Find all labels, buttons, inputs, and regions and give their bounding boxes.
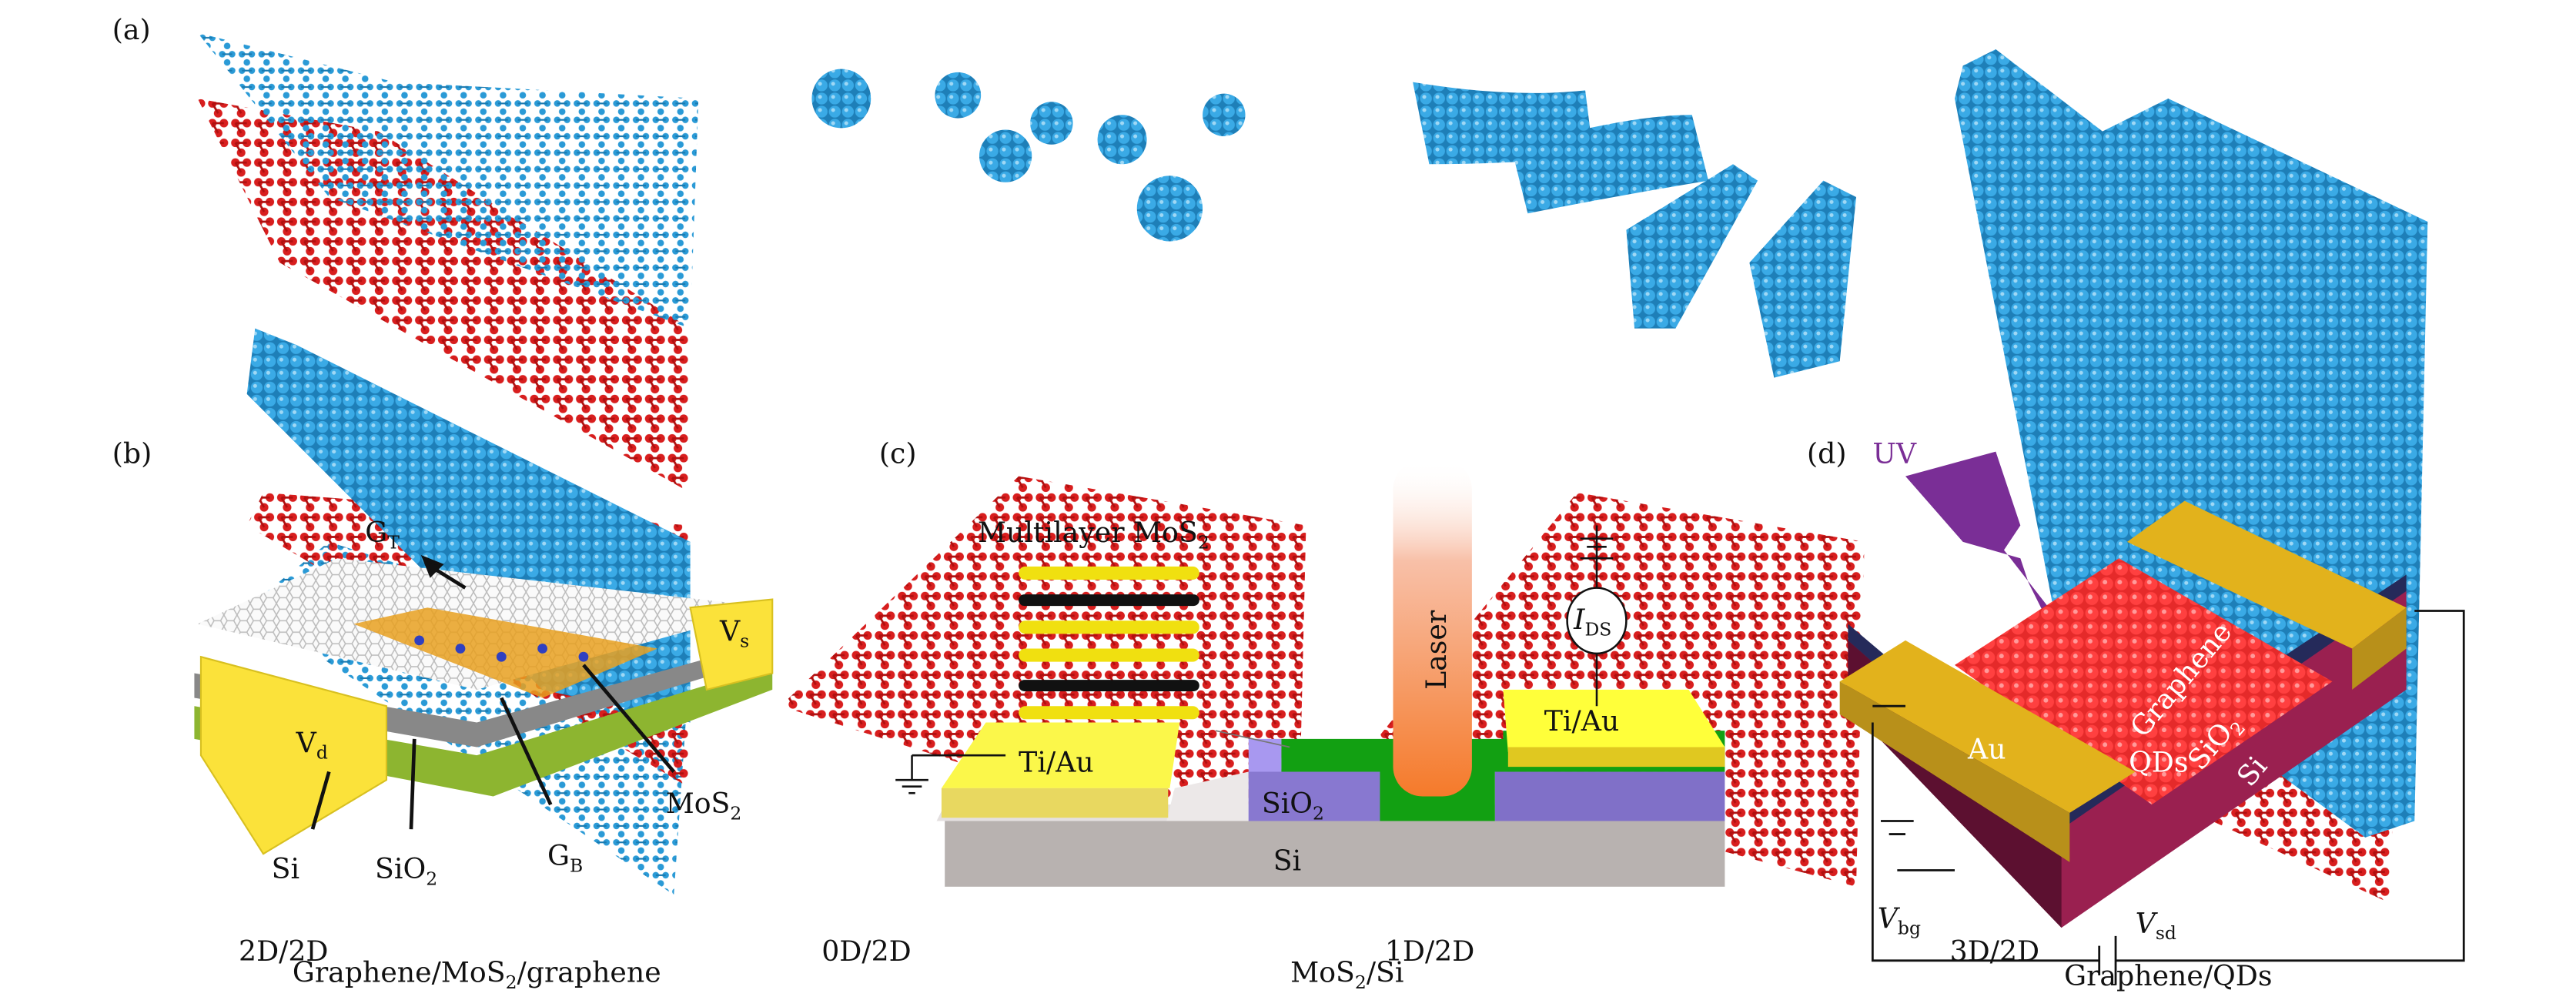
au-electrode-front-side [1839,681,2070,862]
panel-a-label: (a) [112,13,151,46]
multilayer-mos2-label: Multilayer MoS2 [978,516,1209,554]
sio2-block [1248,771,1397,821]
ti-au-right-electrode [1503,689,1725,752]
panel-d-caption: Graphene/QDs [2064,959,2272,992]
nanowire [1511,115,1709,214]
graphene-mos2-graphene-device: Vd Vs GT MoS2 GB Si SiO2 Graphene/MoS2/g… [194,516,774,994]
nanowire [1749,180,1857,378]
caption-2d-2d: 2D/2D [239,935,328,968]
sio2-label: SiO2 [1262,787,1324,824]
caption-0d-2d: 0D/2D [821,935,911,968]
source-electrode [689,598,774,691]
si-label: Si [272,852,299,885]
qds-label: QDs [2129,746,2188,779]
panel-c-label: (c) [879,437,917,470]
mos2-layer [353,607,657,698]
au-label: Au [1967,732,2006,765]
ids-ammeter-circuit [1566,525,1628,707]
panel-b: (b) [112,437,152,470]
au-electrode-back [2126,500,2407,649]
drain-label: Vd [296,726,328,764]
panel-c-label-group: (c) [879,437,917,470]
nanowire [1626,164,1758,329]
quantum-dot [979,129,1032,182]
pointer-arrows [310,555,676,830]
sio2-label: SiO2 [375,852,437,890]
panel-b-caption: Graphene/MoS2/graphene [293,956,661,994]
graphene-qds-device: Au QDs Graphene SiO2 Si Vbg Vsd Graphene… [1839,451,2465,992]
panel-d-label: (d) [1807,437,1847,470]
caption-1d-2d: 1D/2D [1385,935,1474,968]
mos2-label: MoS2 [666,787,742,824]
g-top-label: GT [365,516,400,554]
quantum-dot [1136,176,1203,242]
panel-b-label: (b) [112,437,152,470]
top-blue-lattice [197,32,699,329]
si-label: Si [1273,844,1301,877]
ti-au-right-electrode-front [1507,747,1725,768]
drain-electrode [199,655,388,855]
mos2-crystal-structure [1019,566,1290,748]
caption-3d-2d: 3D/2D [1950,935,2039,968]
bare-si-top [1166,771,1249,821]
panel-d-label-group: (d) UV [1807,437,1917,470]
au-electrode-front [1839,640,2136,813]
quantum-dot [935,72,982,119]
ti-au-left-electrode [941,722,1180,788]
circuit-wires [1871,610,2465,985]
g-bottom-label: GB [547,839,583,877]
mos2-atoms [414,635,589,662]
sio2-right-block [1494,771,1725,821]
panel-c-caption: MoS2/Si [1290,956,1403,994]
quantum-dot [1203,93,1246,137]
quantum-dot [1097,115,1147,165]
ti-au-right-label: Ti/Au [1544,704,1620,737]
vsd-label: Vsd [2136,907,2176,945]
ti-au-left-label: Ti/Au [1019,746,1094,779]
quantum-dot [811,69,871,129]
au-electrode-back-side [2352,607,2407,690]
quantum-dot [1030,102,1073,145]
source-label: Vs [719,614,749,652]
si-substrate [945,821,1725,887]
mos2-si-device: Laser Ti/Au Ti/Au SiO2 Si IDS Multilayer… [895,460,1725,993]
qds-layer [1955,558,2333,805]
red-middle-lattice [197,98,691,493]
vbg-label: Vbg [1878,901,1921,939]
laser-label: Laser [1420,610,1453,690]
ti-au-left-electrode-front [941,788,1169,818]
ids-label: IDS [1573,603,1611,640]
ground-symbol-left [895,754,1006,794]
laser-beam [1393,460,1472,797]
uv-label: UV [1872,437,1917,470]
ammeter-circle [1566,587,1628,655]
